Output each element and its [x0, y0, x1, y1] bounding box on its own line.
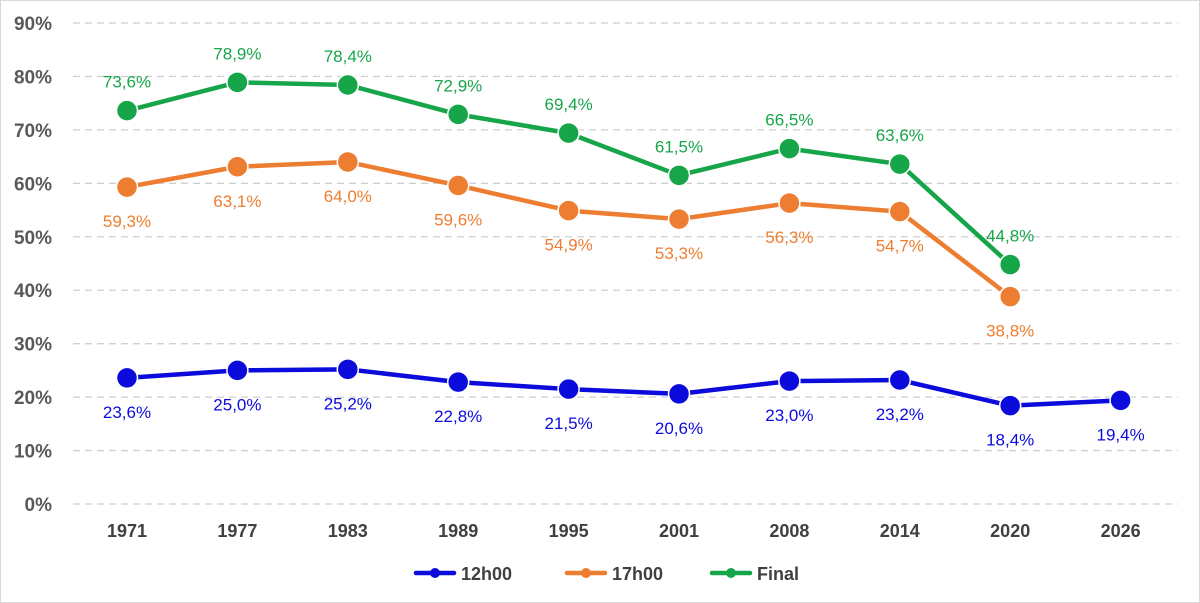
legend-marker-17h00 — [581, 568, 591, 578]
data-label-12h00: 18,4% — [986, 431, 1034, 450]
legend-item-final: Final — [709, 564, 799, 584]
data-label-12h00: 21,5% — [544, 414, 592, 433]
data-label-17h00: 59,6% — [434, 210, 482, 229]
data-label-12h00: 23,6% — [103, 403, 151, 422]
data-label-final: 73,6% — [103, 73, 151, 92]
y-tick-label: 50% — [14, 228, 52, 249]
x-tick-label: 2020 — [990, 521, 1030, 541]
data-point-12h00 — [667, 382, 691, 406]
data-label-17h00: 54,9% — [544, 236, 592, 255]
data-point-final — [557, 121, 580, 145]
legend-label-12h00: 12h00 — [461, 564, 512, 584]
data-label-17h00: 53,3% — [655, 244, 703, 263]
data-point-12h00 — [336, 358, 360, 381]
y-tick-label: 20% — [14, 388, 52, 409]
data-point-final — [115, 99, 139, 122]
data-label-12h00: 20,6% — [655, 419, 703, 438]
data-label-final: 63,6% — [876, 126, 924, 145]
data-point-17h00 — [226, 155, 249, 179]
data-point-12h00 — [557, 377, 580, 401]
x-tick-label: 1995 — [549, 521, 589, 541]
y-tick-label: 30% — [14, 335, 52, 356]
y-tick-label: 10% — [14, 442, 52, 463]
data-label-12h00: 25,0% — [213, 395, 261, 414]
data-point-12h00 — [778, 369, 801, 393]
legend-label-17h00: 17h00 — [612, 564, 663, 584]
legend: 12h00 17h00 Final — [413, 564, 799, 584]
y-tick-label: 0% — [25, 495, 53, 516]
data-point-final — [336, 73, 360, 97]
data-label-12h00: 25,2% — [324, 394, 372, 413]
x-tick-label: 2008 — [769, 521, 809, 541]
legend-item-17h00: 17h00 — [564, 564, 663, 584]
data-point-12h00 — [888, 368, 912, 392]
data-point-final — [998, 253, 1022, 276]
x-tick-label: 1989 — [438, 521, 478, 541]
y-tick-label: 70% — [14, 121, 52, 142]
data-label-final: 69,4% — [544, 95, 592, 114]
legend-label-final: Final — [757, 564, 799, 584]
y-tick-label: 40% — [14, 281, 52, 302]
data-point-12h00 — [115, 366, 139, 390]
data-point-17h00 — [557, 199, 580, 222]
data-point-12h00 — [1109, 389, 1132, 412]
y-tick-label: 80% — [14, 67, 52, 88]
series-line-12h00 — [124, 367, 1123, 408]
data-point-17h00 — [998, 285, 1022, 308]
x-tick-label: 2001 — [659, 521, 699, 541]
data-point-final — [226, 71, 249, 94]
y-axis-ticks: 0% 10% 20% 30% 40% 50% 60% 70% 80% 90% — [14, 14, 52, 516]
data-label-final: 78,4% — [324, 47, 372, 66]
y-tick-label: 90% — [14, 14, 52, 35]
series-final — [115, 71, 1022, 276]
data-label-final: 66,5% — [765, 111, 813, 130]
data-label-12h00: 23,0% — [765, 406, 813, 425]
data-point-final — [778, 137, 801, 160]
series-12h00 — [115, 358, 1132, 417]
legend-marker-final — [726, 568, 736, 578]
x-tick-label: 2026 — [1101, 521, 1141, 541]
data-labels: 23,6% 25,0% 25,2% 22,8% 21,5% 20,6% 23,0% 23,2%… — [103, 44, 1145, 449]
data-label-17h00: 64,0% — [324, 187, 372, 206]
series-line-17h00 — [124, 159, 1013, 299]
legend-item-12h00: 12h00 — [413, 564, 512, 584]
data-point-final — [888, 152, 912, 176]
x-tick-label: 1983 — [328, 521, 368, 541]
data-point-12h00 — [998, 394, 1022, 417]
data-point-12h00 — [226, 359, 249, 382]
data-label-12h00: 23,2% — [876, 405, 924, 424]
data-point-final — [446, 103, 470, 126]
data-label-12h00: 22,8% — [434, 407, 482, 426]
data-label-final: 61,5% — [655, 137, 703, 156]
data-label-17h00: 56,3% — [765, 228, 813, 247]
data-point-17h00 — [778, 191, 801, 215]
data-point-final — [667, 164, 691, 187]
data-point-17h00 — [446, 174, 470, 197]
data-label-final: 78,9% — [213, 44, 261, 63]
x-tick-label: 2014 — [880, 521, 920, 541]
data-label-17h00: 38,8% — [986, 322, 1034, 341]
x-tick-label: 1977 — [217, 521, 257, 541]
data-point-17h00 — [667, 207, 691, 231]
data-label-final: 44,8% — [986, 227, 1034, 246]
data-point-17h00 — [115, 175, 139, 199]
data-label-12h00: 19,4% — [1096, 425, 1144, 444]
data-point-12h00 — [446, 370, 470, 394]
gridlines — [73, 22, 1178, 505]
x-axis-ticks: 1971 1977 1983 1989 1995 2001 2008 2014 2020 2026 — [107, 521, 1141, 541]
data-point-17h00 — [888, 200, 912, 223]
y-tick-label: 60% — [14, 174, 52, 195]
data-label-17h00: 54,7% — [876, 237, 924, 256]
series-17h00 — [115, 150, 1022, 308]
data-label-17h00: 59,3% — [103, 212, 151, 231]
legend-marker-12h00 — [430, 568, 440, 578]
data-label-17h00: 63,1% — [213, 192, 261, 211]
x-tick-label: 1971 — [107, 521, 147, 541]
data-label-final: 72,9% — [434, 76, 482, 95]
series-lines — [115, 71, 1132, 417]
data-point-17h00 — [336, 150, 360, 174]
